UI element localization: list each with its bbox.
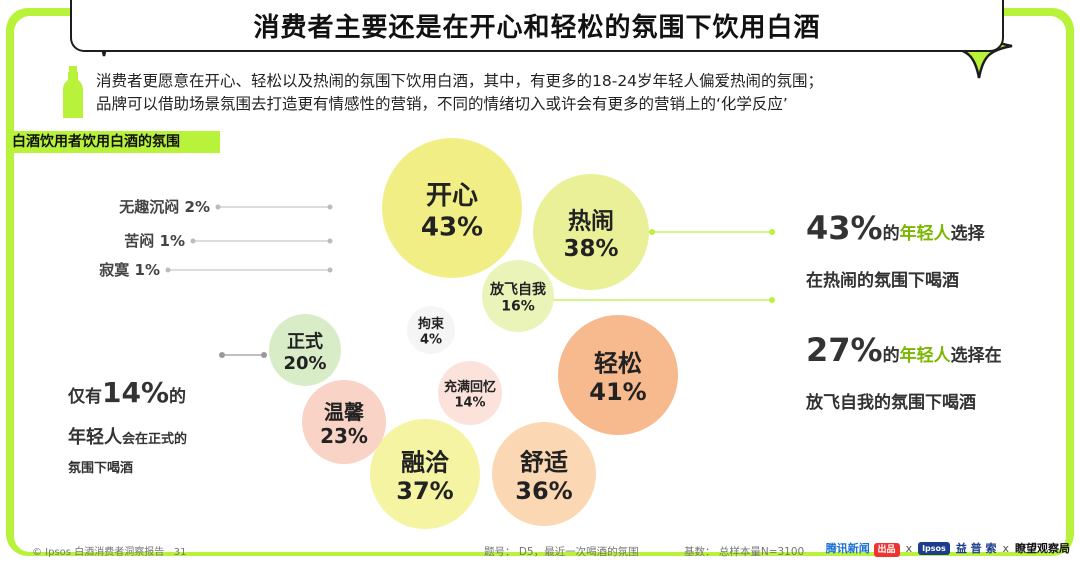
bottle-icon [63, 66, 83, 118]
annotation-freedom-rest: 选择在 [950, 346, 1002, 366]
annotation-freedom-line2: 放飞自我的氛围下喝酒 [806, 393, 976, 413]
footer-page-number: 31 [173, 547, 187, 558]
annotation-formal-pre: 仅有 [68, 387, 102, 407]
bubble-label-6e2999a8: 温馨 [324, 400, 365, 424]
bubble-label-82129002: 舒适 [520, 448, 568, 476]
bubble-label-5f005fc3: 开心 [426, 181, 478, 211]
annotation-formal: 仅有14%的 年轻人会在正式的 氛围下喝酒 [68, 375, 187, 476]
bubble-value-62d8675f: 4% [420, 333, 442, 348]
bubble-6e2999a8 [302, 380, 386, 464]
logo-strip: 腾讯新闻 出品 x Ipsos 益 普 索 x 瞭望观察局 [825, 540, 1070, 557]
guancha-logo: 瞭望观察局 [1015, 542, 1070, 555]
ipsos-cn-logo: 益 普 索 [955, 542, 997, 555]
bubble-8f7b677e [558, 315, 678, 435]
small-category-5bc25bde: 寂寞 1% [99, 261, 160, 279]
bubble-653e98de81ea6211 [482, 260, 554, 332]
ipsos-logo: Ipsos [918, 541, 950, 555]
annotation-freedom: 27%的年轻人选择在 放飞自我的氛围下喝酒 [806, 330, 1002, 413]
tencent-news-name: 腾讯新闻 [825, 542, 870, 555]
annotation-freedom-of: 的 [882, 346, 900, 366]
logo-separator-1: x [905, 541, 913, 555]
annotation-connector-dot [769, 229, 775, 235]
bubble-label-70ed95f9: 热闹 [568, 209, 614, 235]
bubble-5f005fc3 [382, 138, 522, 278]
annotation-lively-line2: 在热闹的氛围下喝酒 [806, 271, 959, 291]
annotation-formal-line3: 氛围下喝酒 [68, 461, 134, 476]
tencent-news-logo: 腾讯新闻 出品 [825, 540, 900, 557]
logo-separator-2: x [1002, 541, 1009, 555]
annotation-freedom-who: 年轻人 [899, 346, 951, 366]
bubble-label-6b635f0f: 正式 [287, 330, 323, 352]
title-box: 消费者主要还是在开心和轻松的氛围下饮用白酒 [70, 0, 1004, 52]
bubble-value-6e2999a8: 23% [320, 424, 368, 448]
section-label: 白酒饮用者饮用白酒的氛围 [8, 131, 220, 153]
annotation-connector-dot [769, 297, 775, 303]
description-line-2: 品牌可以借助场景氛围去打造更有情感性的营销，不同的情绪切入或许会有更多的营销上的… [96, 95, 788, 113]
bubble-6b635f0f [269, 314, 341, 386]
bubble-70ed95f9 [533, 174, 649, 290]
bubble-value-8f7b677e: 41% [589, 378, 646, 406]
annotation-freedom-pct: 27% [806, 331, 883, 369]
bubble-value-51456ee156de5fc6: 14% [454, 396, 485, 411]
annotation-lively: 43%的年轻人选择 在热闹的氛围下喝酒 [806, 208, 985, 291]
bubble-878d6d3d [370, 419, 480, 529]
annotation-lively-who: 年轻人 [899, 224, 951, 244]
bubble-82129002 [492, 422, 596, 526]
footer-question: 题号： D5，最近一次喝酒的氛围 [484, 546, 639, 558]
annotation-connector-dot [649, 229, 655, 235]
annotation-connector-dot [261, 352, 267, 358]
annotation-formal-rest: 会在正式的 [122, 432, 188, 447]
footer-base: 基数： 总样本量N=3100 [684, 546, 805, 558]
bubble-label-653e98de81ea6211: 放飞自我 [489, 281, 546, 298]
bubble-value-878d6d3d: 37% [396, 477, 453, 505]
small-category-leader-dot [327, 238, 333, 244]
footer-source-text: © Ipsos 白酒消费者洞察报告 [32, 547, 165, 558]
bubble-51456ee156de5fc6 [438, 361, 502, 425]
small-category-leader-dot [165, 267, 171, 273]
page-title: 消费者主要还是在开心和轻松的氛围下饮用白酒 [253, 12, 821, 43]
bubble-label-62d8675f: 拘束 [418, 316, 445, 332]
bubble-label-51456ee156de5fc6: 充满回忆 [444, 379, 496, 395]
annotation-formal-of: 的 [169, 387, 187, 407]
bubble-62d8675f [407, 306, 455, 354]
bubble-value-5f005fc3: 43% [421, 212, 483, 242]
bubble-label-8f7b677e: 轻松 [594, 349, 642, 377]
annotation-lively-of: 的 [882, 224, 900, 244]
bubble-value-70ed95f9: 38% [563, 236, 618, 262]
annotation-connector-dot [219, 352, 225, 358]
bubble-value-653e98de81ea6211: 16% [501, 299, 535, 315]
annotation-formal-pct: 14% [102, 376, 170, 409]
bubble-label-878d6d3d: 融洽 [401, 448, 450, 476]
annotation-lively-rest: 选择 [950, 224, 985, 244]
tencent-news-sub: 出品 [873, 543, 900, 557]
bubble-value-6b635f0f: 20% [283, 353, 326, 374]
annotation-formal-who: 年轻人 [68, 427, 122, 448]
annotation-lively-pct: 43% [806, 209, 883, 247]
small-category-leader-dot [215, 204, 221, 210]
small-category-65e08da36c8995f7: 无趣沉闷 2% [118, 198, 210, 216]
footer-source: © Ipsos 白酒消费者洞察报告 31 [32, 543, 186, 558]
small-category-leader-dot [327, 267, 333, 273]
bubble-value-82129002: 36% [515, 477, 572, 505]
small-category-82e695f7: 苦闷 1% [124, 232, 185, 250]
description: 消费者更愿意在开心、轻松以及热闹的氛围下饮用白酒，其中，有更多的18-24岁年轻… [96, 70, 1056, 116]
small-category-leader-dot [190, 238, 196, 244]
small-category-leader-dot [327, 204, 333, 210]
description-line-1: 消费者更愿意在开心、轻松以及热闹的氛围下饮用白酒，其中，有更多的18-24岁年轻… [96, 72, 824, 90]
